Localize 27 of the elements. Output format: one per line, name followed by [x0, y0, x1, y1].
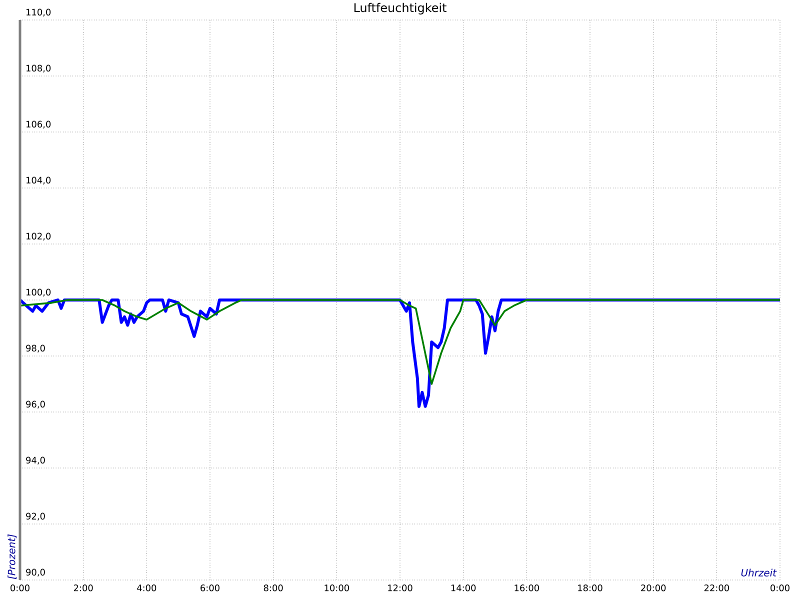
- x-tick-label: 2:00: [74, 584, 93, 592]
- x-tick-label: 4:00: [137, 584, 156, 592]
- y-tick-label: 90,0: [26, 568, 45, 576]
- x-tick-label: 10:00: [324, 584, 349, 592]
- y-tick-label: 94,0: [26, 456, 45, 464]
- x-tick-label: 0:00: [770, 584, 790, 592]
- x-tick-label: 8:00: [264, 584, 283, 592]
- y-tick-label: 100,0: [26, 288, 51, 296]
- x-tick-label: 16:00: [514, 584, 539, 592]
- y-tick-label: 110,0: [26, 8, 51, 16]
- x-tick-label: 0:00: [10, 584, 30, 592]
- x-tick-label: 6:00: [200, 584, 220, 592]
- y-tick-label: 106,0: [26, 120, 51, 128]
- x-tick-label: 20:00: [641, 584, 666, 592]
- x-tick-label: 18:00: [578, 584, 602, 592]
- y-tick-label: 96,0: [26, 400, 45, 408]
- x-axis-title: Uhrzeit: [741, 568, 777, 576]
- y-tick-label: 104,0: [26, 176, 51, 184]
- x-tick-label: 12:00: [388, 584, 412, 592]
- y-tick-label: 92,0: [26, 512, 45, 520]
- chart-title: Luftfeuchtigkeit: [354, 2, 446, 14]
- y-tick-label: 102,0: [26, 232, 51, 240]
- y-tick-label: 98,0: [26, 344, 45, 352]
- y-tick-label: 108,0: [26, 64, 51, 72]
- y-axis-title: [Prozent]: [8, 534, 16, 580]
- x-tick-label: 14:00: [451, 584, 476, 592]
- x-tick-label: 22:00: [704, 584, 729, 592]
